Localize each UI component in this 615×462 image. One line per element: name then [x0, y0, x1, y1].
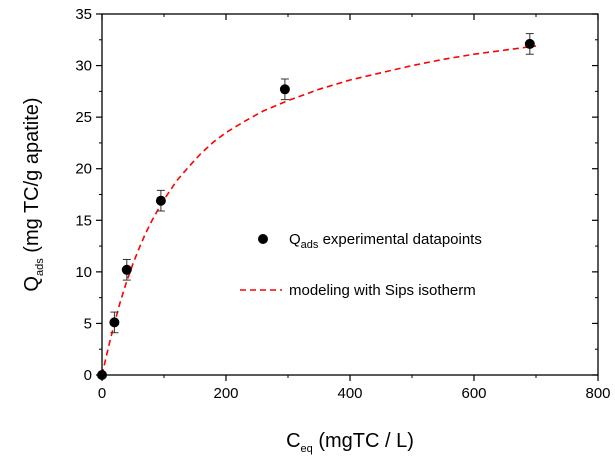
legend-label-points: Qads experimental datapoints	[289, 231, 482, 251]
y-tick-label: 0	[84, 367, 92, 384]
y-axis-title: Qads (mg TC/g apatite)	[21, 97, 46, 291]
y-tick-label: 20	[75, 161, 92, 178]
x-axis-title: Ceq (mgTC / L)	[286, 430, 414, 455]
data-point	[155, 195, 166, 206]
fit-line	[101, 45, 537, 376]
plot-frame	[101, 13, 599, 376]
legend-label-fit: modeling with Sips isotherm	[289, 282, 476, 299]
data-point	[279, 84, 290, 95]
y-tick-label: 35	[75, 6, 92, 23]
x-tick-label: 0	[98, 385, 106, 402]
y-tick-label: 5	[84, 315, 92, 332]
axes: 0 200 400 600 800 0 5 10 15 20 25 30 35	[75, 6, 610, 402]
data-point	[524, 38, 535, 49]
y-tick-label: 25	[75, 109, 92, 126]
x-tick-label: 600	[461, 385, 486, 402]
x-tick-label: 400	[337, 385, 362, 402]
y-tick-label: 10	[75, 264, 92, 281]
y-tick-label: 15	[75, 212, 92, 229]
x-tick-label: 200	[213, 385, 238, 402]
legend: Qads experimental datapoints modeling wi…	[240, 231, 482, 299]
x-tick-label: 800	[585, 385, 610, 402]
legend-marker-points	[258, 234, 268, 244]
data-point	[109, 317, 120, 328]
y-tick-label: 30	[75, 58, 92, 75]
plot-area	[97, 33, 537, 380]
data-point	[121, 264, 132, 275]
